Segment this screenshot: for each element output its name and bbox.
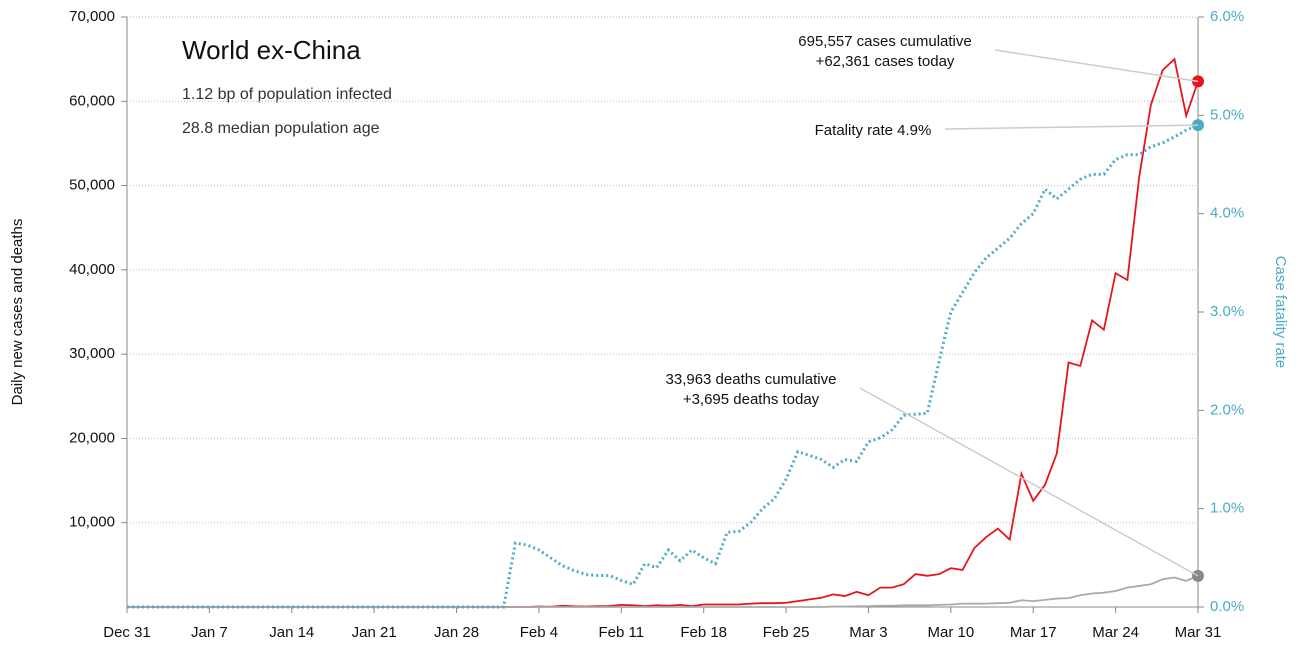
x-tick-label: Feb 4 (520, 624, 558, 641)
y2-tick-label: 4.0% (1210, 205, 1244, 222)
series-line (127, 575, 1199, 608)
x-tick-label: Mar 24 (1092, 624, 1139, 641)
leader-line (994, 49, 1199, 83)
y2-tick-label: 2.0% (1210, 401, 1244, 418)
y2-axis-label: Case fatality rate (1272, 256, 1289, 369)
annotation: +62,361 cases today (816, 53, 955, 70)
x-tick-label: Feb 18 (680, 624, 727, 641)
x-tick-label: Jan 21 (352, 624, 397, 641)
x-tick-label: Mar 3 (849, 624, 887, 641)
y-axis-label: Daily new cases and deaths (9, 219, 26, 406)
x-tick-label: Dec 31 (103, 624, 151, 641)
subtitle: 28.8 median population age (182, 120, 380, 137)
x-tick-label: Jan 28 (434, 624, 479, 641)
leader-line (859, 387, 1199, 577)
y2-tick-label: 1.0% (1210, 500, 1244, 517)
x-tick-label: Feb 25 (763, 624, 810, 641)
y-tick-label: 30,000 (69, 345, 115, 362)
y-tick-label: 20,000 (69, 429, 115, 446)
y-tick-label: 50,000 (69, 177, 115, 194)
series-line (127, 57, 1199, 608)
series-line (127, 123, 1199, 609)
annotation: 695,557 cases cumulative (798, 33, 971, 50)
y2-tick-label: 6.0% (1210, 8, 1244, 25)
annotation: +3,695 deaths today (683, 391, 820, 408)
x-tick-label: Jan 7 (191, 624, 228, 641)
y-tick-label: 60,000 (69, 92, 115, 109)
end-dot (1192, 119, 1204, 132)
y-tick-label: 70,000 (69, 8, 115, 25)
x-tick-label: Feb 11 (599, 624, 645, 641)
x-tick-label: Mar 17 (1010, 624, 1057, 641)
y-tick-label: 10,000 (69, 514, 115, 531)
leader-line (944, 124, 1199, 130)
subtitle: 1.12 bp of population infected (182, 86, 392, 103)
y2-tick-label: 5.0% (1210, 106, 1244, 123)
annotation: 33,963 deaths cumulative (666, 371, 837, 388)
chart-title: World ex-China (182, 35, 361, 65)
x-tick-label: Mar 10 (928, 624, 975, 641)
annotation: Fatality rate 4.9% (815, 122, 932, 139)
y2-tick-label: 0.0% (1210, 598, 1244, 615)
x-tick-label: Mar 31 (1175, 624, 1222, 641)
y-tick-label: 40,000 (69, 261, 115, 278)
y2-tick-label: 3.0% (1210, 303, 1244, 320)
x-tick-label: Jan 14 (269, 624, 314, 641)
